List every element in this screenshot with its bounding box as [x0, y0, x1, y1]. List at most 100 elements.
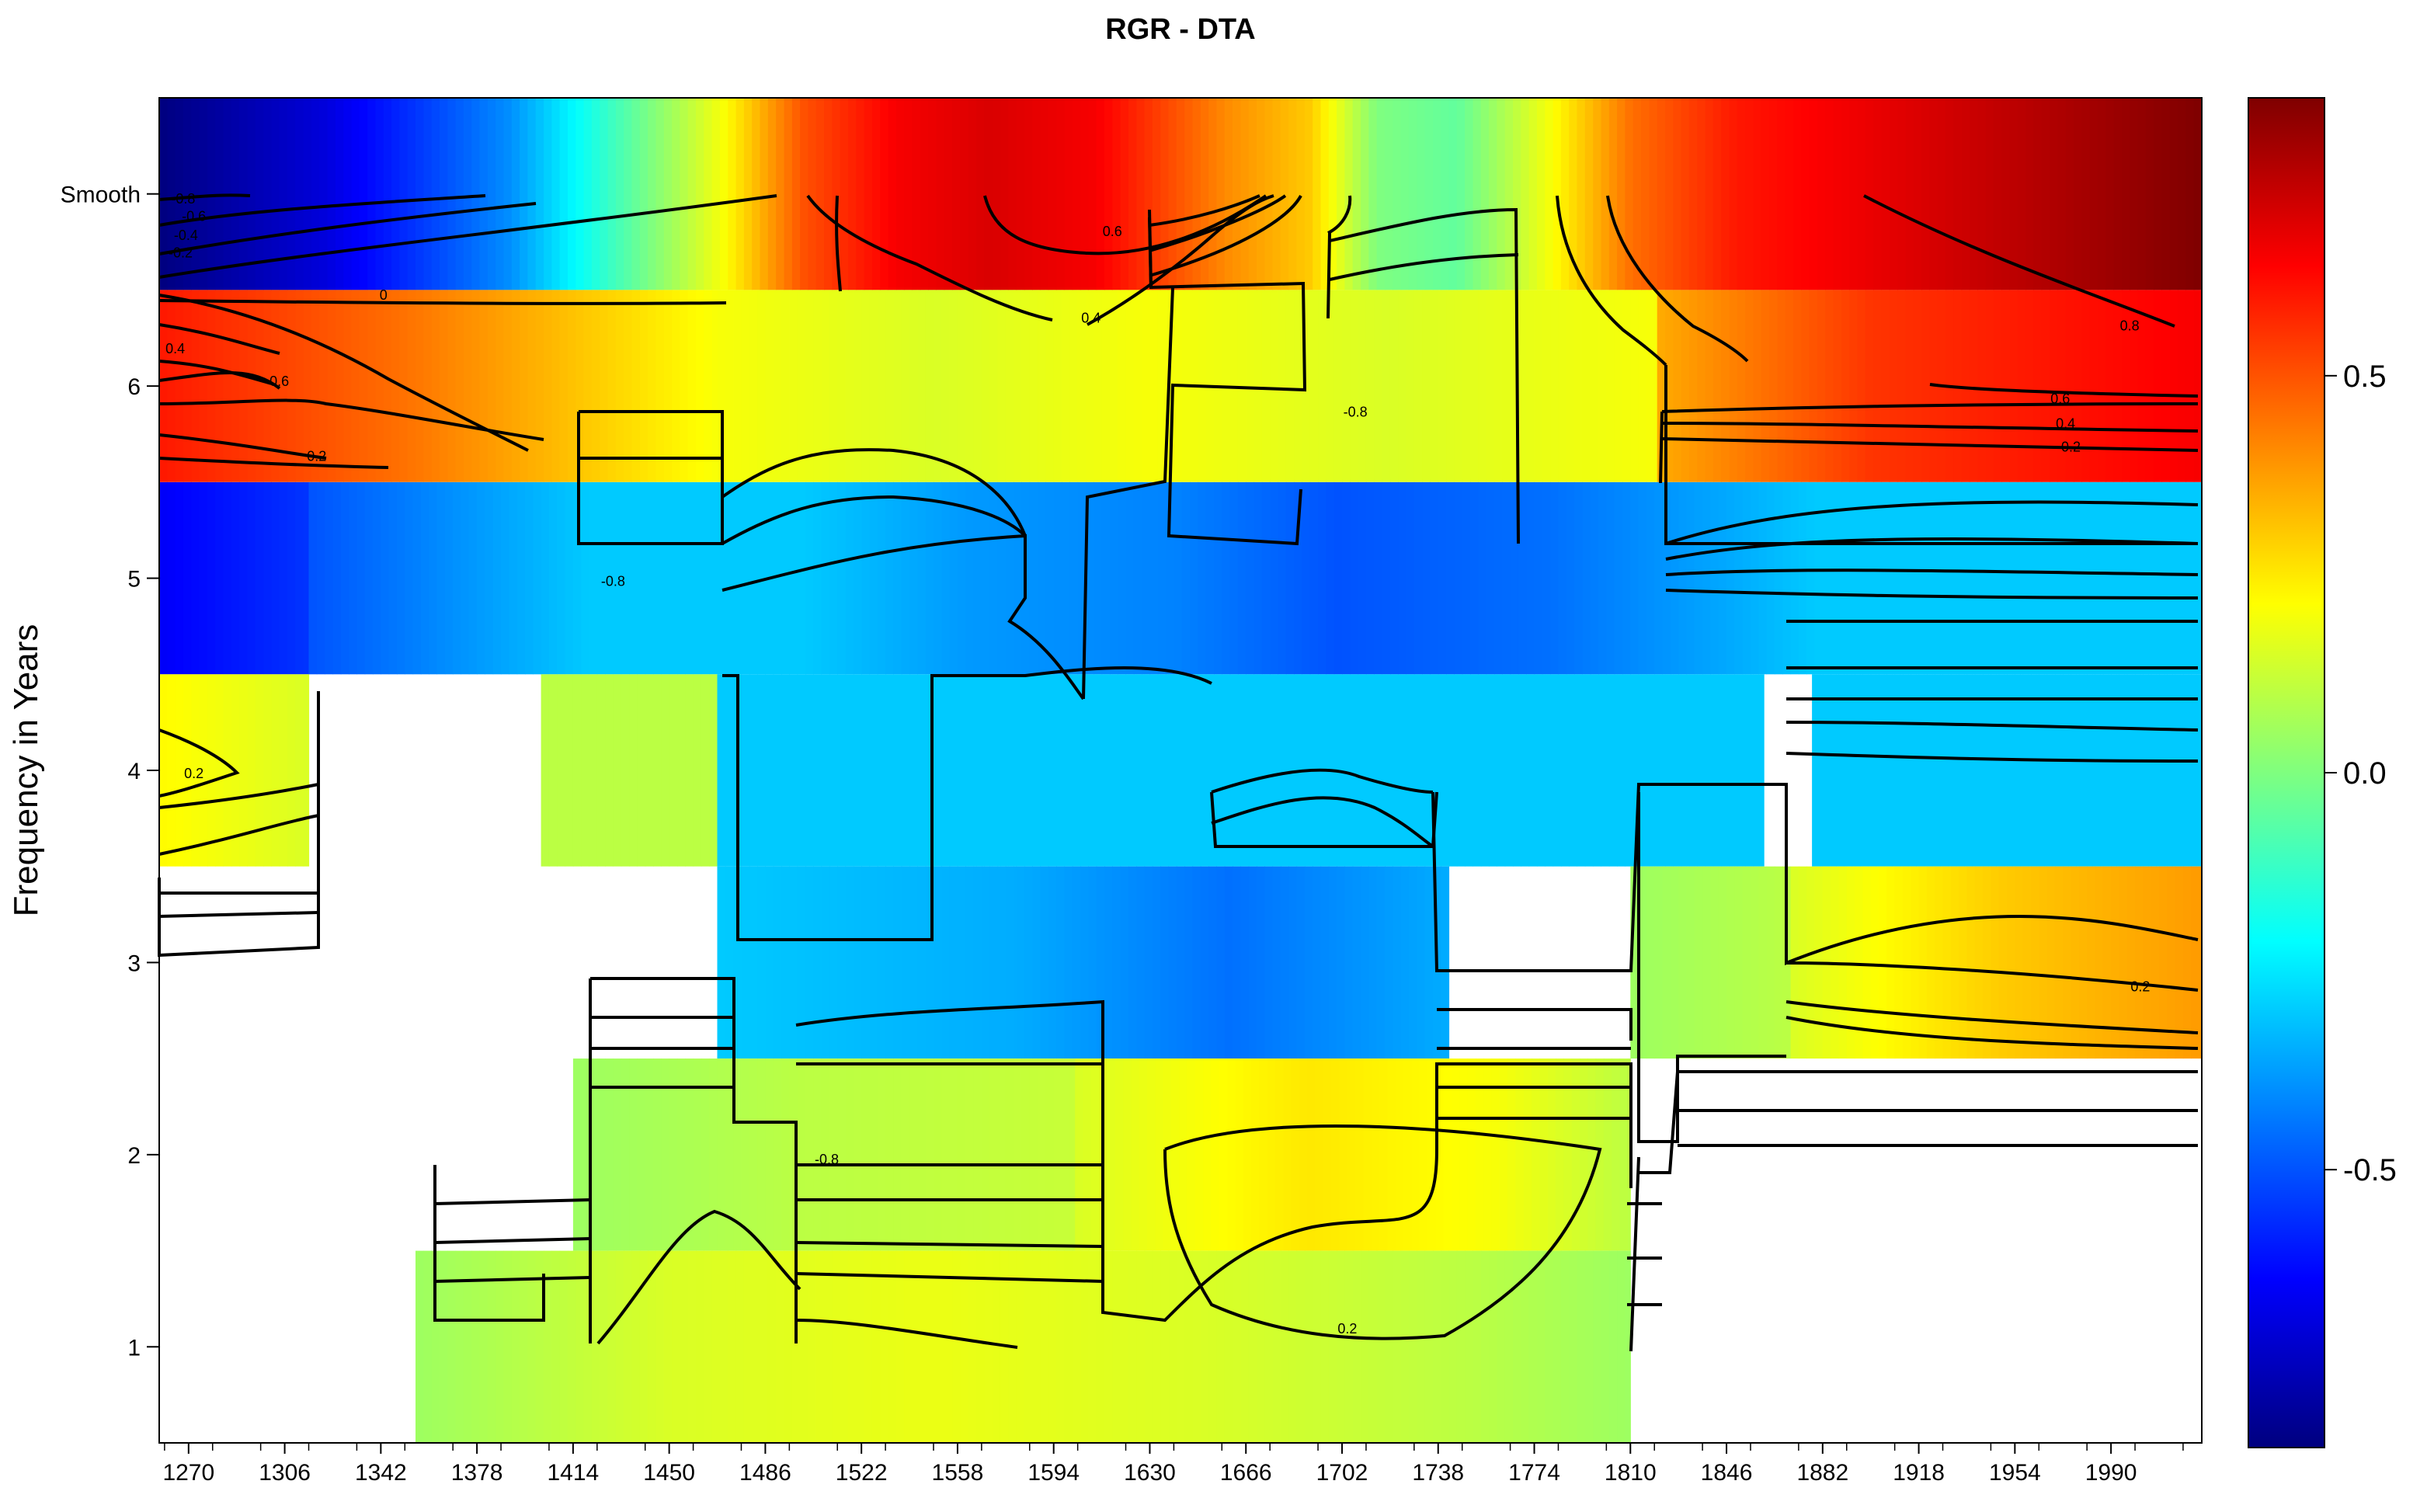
heat-cell [1569, 674, 1578, 867]
heat-cell [773, 866, 782, 1059]
heat-cell [917, 674, 927, 867]
heat-cell [1328, 866, 1337, 1059]
heat-cell [1216, 866, 1226, 1059]
heat-cell [1998, 866, 2008, 1059]
contour-line [1629, 1156, 1640, 1352]
contour-label: 0 [380, 287, 388, 303]
heat-cell [1323, 1058, 1332, 1251]
heat-cell [477, 481, 485, 675]
heat-cell [1248, 674, 1257, 867]
heat-cell [1200, 98, 1209, 290]
heat-cell [767, 98, 777, 290]
heat-cell [960, 98, 969, 290]
heat-cell [1582, 481, 1591, 675]
heat-cell [1347, 1058, 1356, 1251]
heat-cell [1174, 481, 1183, 675]
contour-label: -0.4 [174, 228, 198, 243]
heat-cell [840, 98, 849, 290]
heat-cell [1935, 481, 1944, 675]
heat-cell [1478, 481, 1487, 675]
heat-cell [1291, 1058, 1300, 1251]
x-tick-label: 1594 [1027, 1460, 1080, 1486]
heat-cell [1456, 98, 1466, 290]
heat-cell [1192, 866, 1201, 1059]
heat-cell [776, 98, 785, 290]
heat-cell [407, 98, 416, 290]
heat-cell [551, 1250, 561, 1443]
heat-cell [704, 290, 713, 482]
heat-cell [797, 674, 806, 867]
heat-cell [957, 1058, 966, 1251]
heat-cell [829, 866, 838, 1059]
heat-cell [805, 1058, 814, 1251]
heat-cell [1774, 481, 1783, 675]
heat-cell [621, 1058, 630, 1251]
heat-cell [1133, 290, 1142, 482]
heat-cell [1590, 481, 1599, 675]
heat-cell [2169, 98, 2178, 290]
heat-cell [789, 290, 798, 482]
heat-cell [1726, 481, 1735, 675]
heat-cell [829, 1058, 838, 1251]
heat-cell [1627, 1058, 1631, 1251]
heat-cell [1504, 674, 1514, 867]
heat-cell [901, 290, 910, 482]
heat-cell [1534, 290, 1543, 482]
heat-cell [1454, 481, 1463, 675]
heat-cell [535, 1250, 544, 1443]
heat-cell [1233, 98, 1241, 290]
heat-cell [648, 98, 656, 290]
heat-cell [1408, 866, 1417, 1059]
heat-cell [1120, 866, 1129, 1059]
heat-cell [1486, 290, 1495, 482]
heat-cell [1072, 674, 1081, 867]
x-tick-label: 1810 [1605, 1460, 1657, 1486]
heat-cell [303, 481, 310, 675]
heat-cell [167, 674, 176, 867]
heat-cell [1168, 98, 1177, 290]
heat-cell [815, 1250, 825, 1443]
heat-cell [949, 290, 958, 482]
heat-cell [1056, 674, 1065, 867]
heat-cell [1264, 674, 1274, 867]
heat-cell [944, 1250, 953, 1443]
heat-cell [837, 290, 847, 482]
heat-cell [1521, 674, 1530, 867]
heat-cell [583, 290, 593, 482]
heat-cell [1088, 674, 1097, 867]
heat-cell [1876, 674, 1885, 867]
heat-cell [2113, 98, 2123, 290]
heat-cell [2191, 866, 2200, 1059]
heat-cell [2017, 98, 2026, 290]
heat-cell [1136, 866, 1146, 1059]
heat-cell [704, 98, 713, 290]
heat-cell [1344, 98, 1354, 290]
heat-cell [829, 481, 838, 675]
heat-cell [1745, 674, 1754, 867]
heat-cell [861, 290, 871, 482]
heat-cell [1993, 98, 2002, 290]
heat-cell [1203, 1058, 1212, 1251]
heat-cell [1473, 1250, 1482, 1443]
heat-cell [661, 481, 670, 675]
heat-cell [1465, 1250, 1473, 1443]
heat-cell [1974, 481, 1984, 675]
heat-cell [2105, 98, 2115, 290]
heat-cell [1400, 866, 1410, 1059]
heat-cell [1299, 1058, 1308, 1251]
heat-cell [431, 1250, 440, 1443]
heat-cell [2004, 674, 2013, 867]
heat-cell [2167, 866, 2176, 1059]
heat-cell [453, 481, 462, 675]
heat-cell [1008, 674, 1017, 867]
heat-cell [997, 1058, 1007, 1251]
heat-cell [1911, 866, 1920, 1059]
y-tick-label: Smooth [61, 182, 141, 208]
heat-cell [1430, 481, 1439, 675]
heat-cell [325, 481, 334, 675]
heat-cell [1368, 674, 1378, 867]
heat-cell [1926, 866, 1935, 1059]
heat-cell [551, 290, 561, 482]
heat-cell [1721, 674, 1730, 867]
